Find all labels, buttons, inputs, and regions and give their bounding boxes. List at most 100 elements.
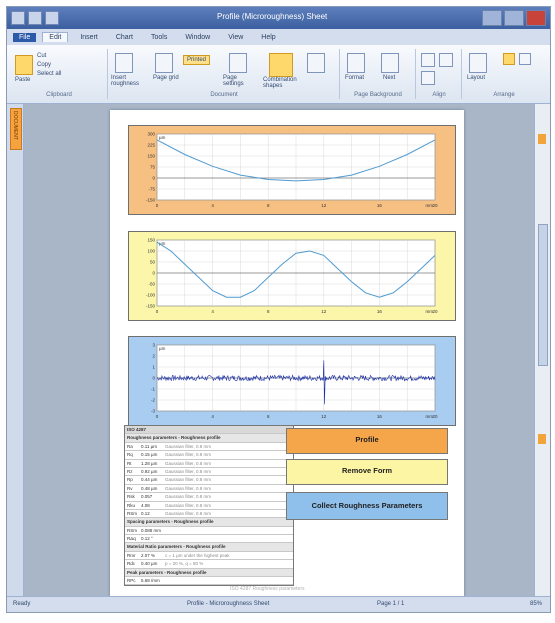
table-row: RPc 5.68 /mm xyxy=(125,577,293,586)
x-tick-label: 4 xyxy=(211,203,214,208)
cut-button[interactable]: Cut xyxy=(37,53,47,59)
vertical-scrollbar[interactable] xyxy=(534,104,550,597)
document-page: 0 4 8 12 16 20 -150 -75 0 75 150 225 300 mm µm 0 4 8 12 16… xyxy=(110,110,464,597)
document-area: 0 4 8 12 16 20 -150 -75 0 75 150 225 300 mm µm 0 4 8 12 16… xyxy=(24,104,534,597)
scrollbar-thumb[interactable] xyxy=(538,224,548,366)
insert-roughness-icon[interactable] xyxy=(115,53,133,73)
x-tick-label: 20 xyxy=(432,309,438,314)
table-body: Roughness parameters - Roughness profile… xyxy=(125,434,293,586)
x-tick-label: 8 xyxy=(267,203,270,208)
table-section-row: Roughness parameters - Roughness profile xyxy=(125,434,293,443)
collect-roughness-parameters-button[interactable]: Collect Roughness Parameters xyxy=(286,492,448,520)
combination-shapes-label: Combination shapes xyxy=(263,77,297,89)
collect-button-label: Collect Roughness Parameters xyxy=(311,501,423,510)
parameter-note: Gaussian filter, 0.8 mm xyxy=(165,502,212,508)
layout-icon[interactable] xyxy=(469,53,487,73)
parameter-note: Gaussian filter, 0.8 mm xyxy=(165,510,212,516)
minimize-button[interactable] xyxy=(482,10,502,26)
x-tick-label: 4 xyxy=(211,309,214,314)
x-unit-label: mm xyxy=(426,203,434,208)
tab-tools[interactable]: Tools xyxy=(150,33,168,41)
parameter-name: Rmr xyxy=(127,552,136,558)
ribbon-group-label: Clipboard xyxy=(46,92,72,98)
printed-button[interactable]: Printed xyxy=(183,55,211,65)
parameter-note: Gaussian filter, 0.8 mm xyxy=(165,485,212,491)
y-tick-label: -100 xyxy=(146,293,156,298)
remove-form-button[interactable]: Remove Form xyxy=(286,459,448,485)
y-unit-label: µm xyxy=(159,241,166,246)
save-icon[interactable] xyxy=(11,11,25,25)
application-window: Profile (Microroughness) Sheet File Edit… xyxy=(6,6,551,613)
tab-insert[interactable]: Insert xyxy=(80,33,98,41)
undo-icon[interactable] xyxy=(28,11,42,25)
layout-label: Layout xyxy=(467,75,486,81)
waviness-profile-plot: 0 4 8 12 16 20 -150 -100 -50 0 50 100 150 mm µm xyxy=(146,238,438,315)
x-tick-label: 16 xyxy=(377,203,383,208)
x-unit-label: mm xyxy=(426,414,434,419)
status-document: Profile - Microroughness Sheet xyxy=(187,601,270,607)
page-background-icon[interactable] xyxy=(307,53,325,73)
y-tick-label: 3 xyxy=(152,343,155,348)
x-tick-label: 8 xyxy=(267,414,270,419)
tab-edit[interactable]: Edit xyxy=(42,32,69,42)
section-label: Spacing parameters - Roughness profile xyxy=(127,519,214,525)
x-unit-label: mm xyxy=(426,309,434,314)
table-row: Rmr 2.07 % c = 1 µm under the highest peak xyxy=(125,552,293,561)
align-left-icon[interactable] xyxy=(421,53,435,67)
align-top-icon[interactable] xyxy=(421,71,435,85)
y-unit-label: µm xyxy=(159,135,166,140)
page-settings-label: Page settings xyxy=(223,75,244,87)
parameter-note: Gaussian filter, 0.8 mm xyxy=(165,468,212,474)
series-line xyxy=(156,360,436,405)
section-label: Material Ratio parameters - Roughness pr… xyxy=(127,544,226,550)
side-tab-document[interactable]: DOCUMENT xyxy=(10,108,22,150)
tab-view[interactable]: View xyxy=(228,33,244,41)
profile-button[interactable]: Profile xyxy=(286,428,448,454)
combination-shapes-icon[interactable] xyxy=(269,53,293,77)
next-icon[interactable] xyxy=(381,53,399,73)
tab-window[interactable]: Window xyxy=(185,33,211,41)
status-zoom[interactable]: 85% xyxy=(529,601,542,607)
paste-icon[interactable] xyxy=(15,55,33,75)
y-tick-label: 150 xyxy=(147,238,155,243)
remove-form-button-label: Remove Form xyxy=(341,466,392,475)
x-tick-label: 0 xyxy=(156,414,159,419)
redo-icon[interactable] xyxy=(45,11,59,25)
page-settings-icon[interactable] xyxy=(229,53,247,73)
ribbon-group-label: Arrange xyxy=(493,92,515,98)
y-tick-label: 150 xyxy=(147,154,155,159)
y-tick-label: 0 xyxy=(152,176,155,181)
close-button[interactable] xyxy=(526,10,546,26)
tab-chart[interactable]: Chart xyxy=(115,33,133,41)
ribbon-tabs: File Edit Insert Chart Tools Window View… xyxy=(7,29,550,45)
shape-color-icon[interactable] xyxy=(503,53,515,65)
copy-button[interactable]: Copy xyxy=(37,62,52,68)
parameter-value: 2.07 % xyxy=(141,552,156,558)
series-line xyxy=(156,241,436,298)
ribbon-group-label: Document xyxy=(210,92,238,98)
table-title: ISO 4287 xyxy=(127,427,147,432)
table-row: RSm 0.088 mm xyxy=(125,527,293,536)
parameter-name: Rt xyxy=(127,460,132,466)
next-label: Next xyxy=(383,75,396,81)
form-profile-plot: 0 4 8 12 16 20 -150 -75 0 75 150 225 300 mm µm xyxy=(146,132,438,209)
align-center-icon[interactable] xyxy=(439,53,453,67)
y-tick-label: 75 xyxy=(150,165,156,170)
arrange-icon[interactable] xyxy=(519,53,531,65)
x-tick-label: 16 xyxy=(377,309,383,314)
y-tick-label: -2 xyxy=(151,398,155,403)
parameter-name: Rku xyxy=(127,502,136,508)
parameter-value: 0.12 xyxy=(141,510,150,516)
parameter-value: 0.15 µm xyxy=(141,452,158,458)
y-tick-label: -3 xyxy=(151,409,155,414)
tab-file[interactable]: File xyxy=(13,32,37,42)
tab-help[interactable]: Help xyxy=(261,33,276,41)
format-icon[interactable] xyxy=(347,53,365,73)
roughness-profile-chart: 0 4 8 12 16 20 -3 -2 -1 0 1 2 3 mm µm xyxy=(128,336,456,426)
page-grid-icon[interactable] xyxy=(155,53,173,73)
maximize-button[interactable] xyxy=(504,10,524,26)
select-all-button[interactable]: Select all xyxy=(37,71,62,77)
status-ready: Ready xyxy=(13,601,31,607)
parameter-name: Rsk xyxy=(127,494,135,500)
